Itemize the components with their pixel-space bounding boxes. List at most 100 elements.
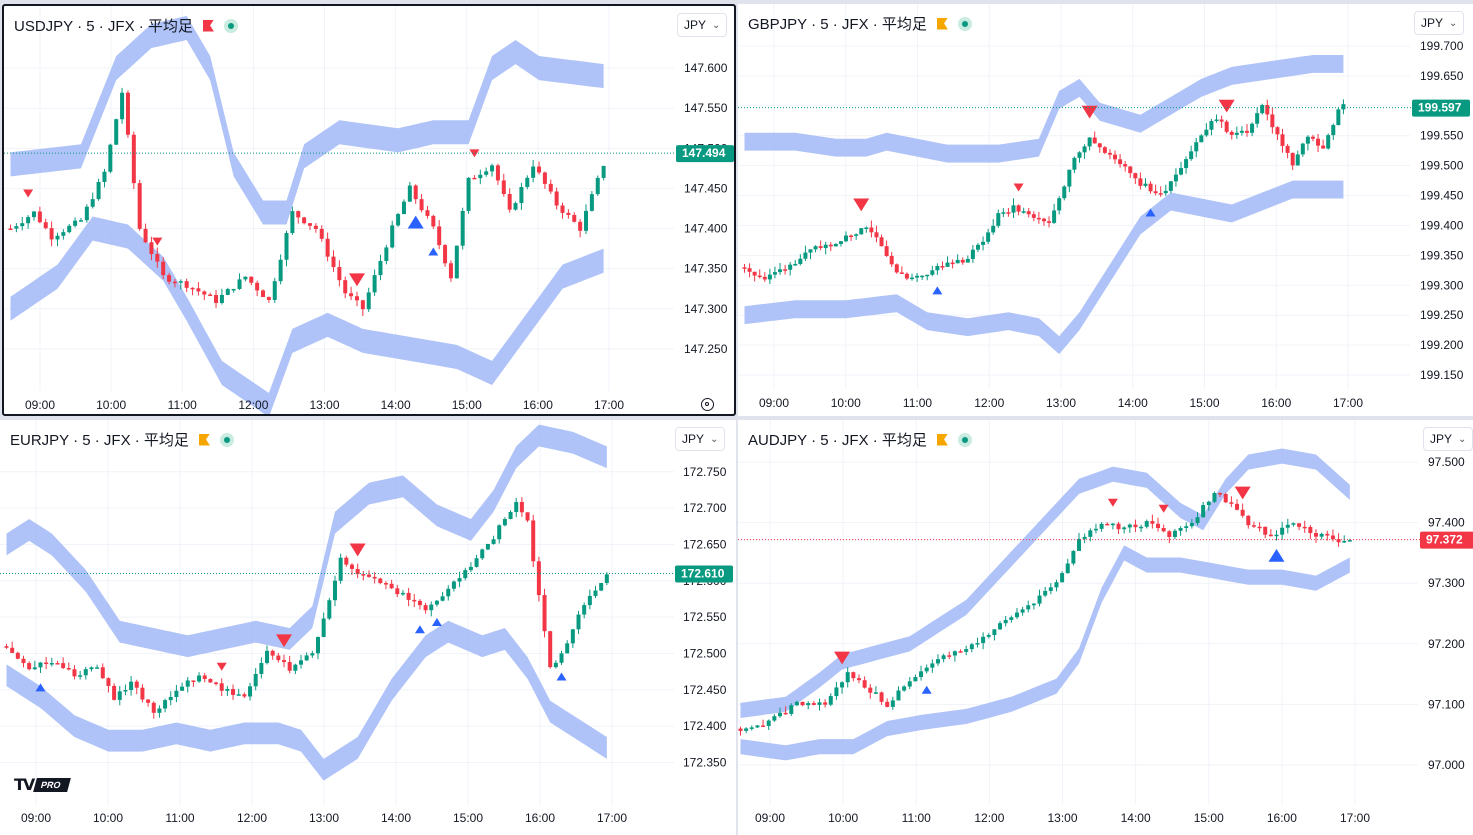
y-tick-label: 172.450 (683, 683, 727, 697)
candle-body (434, 600, 439, 605)
candle-body (1001, 212, 1006, 214)
candle-body (1218, 493, 1223, 495)
candle (508, 510, 513, 520)
candle-body (808, 249, 813, 253)
symbol-header[interactable]: AUDJPY · 5 · JFX · 平均足 (748, 429, 972, 450)
candle-body (315, 636, 320, 654)
candle-body (1206, 501, 1211, 506)
candle (859, 228, 864, 235)
candle (742, 264, 747, 273)
candle (818, 240, 823, 251)
candle (454, 245, 459, 279)
candle-body (282, 660, 287, 663)
candle (1212, 491, 1217, 503)
candle-body (599, 583, 604, 591)
sell-signal-icon (853, 198, 870, 212)
chart-pane-gbpjpy[interactable]: 199.700199.650199.600199.550199.500199.4… (738, 4, 1473, 416)
currency-selector[interactable]: JPY ⌄ (677, 13, 728, 37)
candle (1194, 137, 1199, 158)
x-tick-label: 14:00 (381, 811, 411, 825)
symbol-header[interactable]: EURJPY · 5 · JFX · 平均足 (10, 429, 234, 450)
candle-body (44, 662, 49, 664)
candle-body (1092, 137, 1097, 144)
candle-body (337, 267, 342, 281)
candle (66, 662, 71, 671)
candle (604, 572, 609, 586)
currency-selector[interactable]: JPY ⌄ (1414, 11, 1465, 35)
candle-body (255, 282, 260, 291)
symbol-header[interactable]: USDJPY · 5 · JFX · 平均足 (14, 15, 238, 36)
x-tick-label: 15:00 (1194, 811, 1224, 825)
candle (1020, 606, 1025, 616)
candle-body (290, 211, 295, 234)
candle-body (1021, 211, 1026, 213)
tradingview-logo[interactable]: TV PRO (14, 775, 71, 794)
candle-body (1036, 217, 1041, 220)
candle (466, 177, 471, 214)
candle (849, 234, 854, 241)
candle-body (1201, 505, 1206, 518)
candle (1316, 133, 1321, 153)
candle (1099, 522, 1104, 532)
candle (1285, 143, 1290, 159)
candle-body (1250, 123, 1255, 133)
flag-icon[interactable] (202, 19, 214, 32)
candle-body (406, 592, 411, 600)
candle (519, 497, 524, 517)
candle (856, 674, 861, 684)
candle (178, 279, 183, 290)
candle-body (1331, 125, 1336, 136)
candle-body (429, 604, 434, 611)
flag-icon[interactable] (936, 17, 948, 30)
candle (845, 667, 850, 688)
candle (293, 663, 298, 675)
chart-canvas[interactable]: 199.700199.650199.600199.550199.500199.4… (738, 4, 1473, 416)
candle-body (859, 228, 864, 235)
flag-icon[interactable] (936, 433, 948, 446)
candle (55, 660, 60, 665)
chart-canvas[interactable]: 172.750172.700172.650172.600172.550172.5… (0, 420, 736, 835)
candle-body (1229, 502, 1234, 504)
candle-body (466, 177, 471, 211)
candle-body (902, 686, 907, 691)
flag-icon[interactable] (198, 433, 210, 446)
currency-selector[interactable]: JPY ⌄ (1423, 427, 1473, 451)
candle-body (419, 199, 424, 211)
candle-body (243, 276, 248, 280)
candle (360, 299, 365, 317)
candle (945, 256, 950, 267)
candle (313, 223, 318, 233)
candle (1072, 156, 1077, 173)
candle-body (302, 217, 307, 224)
candle (123, 684, 128, 696)
candle (1026, 208, 1031, 218)
candle (904, 272, 909, 281)
chart-pane-audjpy[interactable]: 97.500 97.400 97.300 97.200 97.100 97.000 97.3… (738, 420, 1473, 835)
candle (172, 278, 177, 288)
settings-gear-icon[interactable] (701, 398, 714, 411)
x-tick-label: 12:00 (237, 811, 267, 825)
chart-pane-eurjpy[interactable]: 172.750172.700172.650172.600172.550172.5… (0, 420, 736, 835)
candle (248, 682, 253, 701)
candle-body (27, 663, 32, 670)
candle (406, 588, 411, 607)
last-price-badge (1420, 531, 1473, 549)
sell-signal-icon (1013, 183, 1024, 192)
chevron-down-icon: ⌄ (1449, 17, 1458, 29)
candle (225, 287, 230, 296)
candle-body (278, 259, 283, 282)
candle (20, 216, 25, 231)
symbol-header[interactable]: GBPJPY · 5 · JFX · 平均足 (748, 13, 972, 34)
candle-body (578, 221, 583, 231)
chart-canvas[interactable]: 97.500 97.400 97.300 97.200 97.100 97.000 97.3… (738, 420, 1473, 835)
y-tick-label: 172.550 (683, 610, 727, 624)
candle-body (1204, 129, 1209, 136)
currency-selector[interactable]: JPY ⌄ (675, 427, 726, 451)
chart-pane-usdjpy[interactable]: 147.600147.550147.500147.450147.400147.3… (2, 4, 736, 416)
candle (981, 236, 986, 251)
y-tick-label: 147.300 (684, 302, 728, 316)
chart-canvas[interactable]: 147.600147.550147.500147.450147.400147.3… (4, 6, 734, 414)
sell-signal-icon (348, 273, 365, 287)
candle (349, 286, 354, 301)
candle-body (1173, 174, 1178, 182)
